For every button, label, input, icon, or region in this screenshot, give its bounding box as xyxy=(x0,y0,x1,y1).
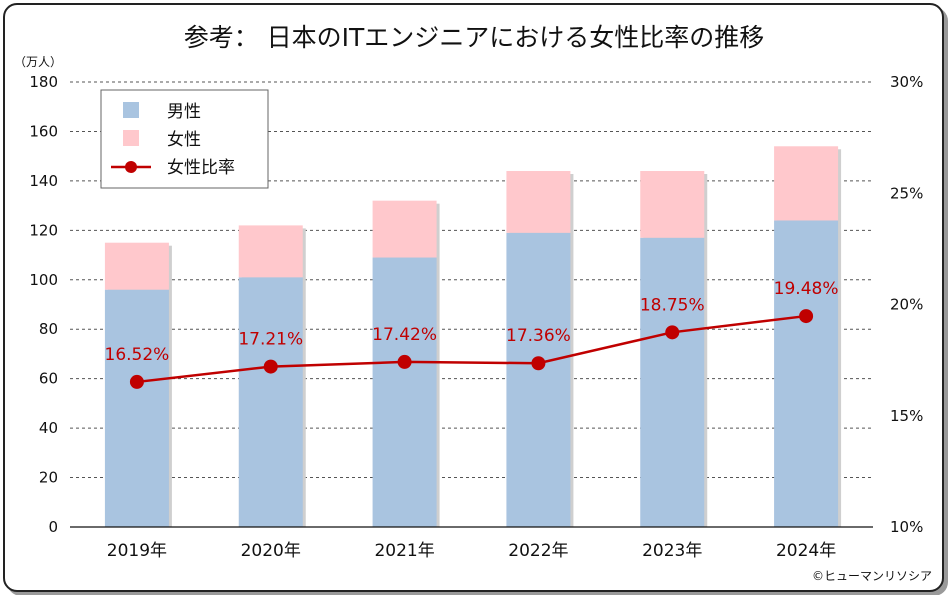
y-tick-label: 60 xyxy=(39,370,58,388)
bar-female xyxy=(104,242,169,290)
x-tick-label: 2024年 xyxy=(776,541,836,561)
copyright: ©ヒューマンリソシア xyxy=(812,569,932,583)
x-tick-label: 2020年 xyxy=(241,541,301,561)
y-tick-label: 80 xyxy=(39,320,58,338)
bar-male xyxy=(372,257,437,527)
y-tick-label: 180 xyxy=(29,73,58,91)
legend-female-label: 女性 xyxy=(167,130,201,150)
y-tick-label: 140 xyxy=(29,172,58,190)
ratio-point xyxy=(129,374,144,389)
legend-ratio-marker xyxy=(125,161,137,173)
ratio-data-label: 17.42% xyxy=(372,325,437,345)
y2-tick-label: 10% xyxy=(890,518,923,536)
bar-female xyxy=(774,146,839,221)
bar-female xyxy=(506,171,571,233)
y-tick-label: 120 xyxy=(29,221,58,239)
y-axis-unit: （万人） xyxy=(14,55,62,69)
bar-male xyxy=(104,289,169,527)
legend-female-swatch xyxy=(123,130,139,146)
legend-male-swatch xyxy=(123,102,139,118)
ratio-line: 16.52% 17.21% 17.42% 17.36% 18.75% 19.48% xyxy=(105,279,839,389)
x-tick-label: 2019年 xyxy=(107,541,167,561)
y2-tick-label: 25% xyxy=(890,184,923,202)
ratio-polyline xyxy=(136,314,807,384)
chart-title: 参考： 日本のITエンジニアにおける女性比率の推移 xyxy=(184,23,765,52)
legend-ratio-label: 女性比率 xyxy=(167,158,235,178)
bar-male xyxy=(506,232,571,528)
x-tick-label: 2022年 xyxy=(508,541,568,561)
ratio-point xyxy=(531,356,546,371)
legend-male-label: 男性 xyxy=(167,102,201,122)
bars xyxy=(104,146,842,528)
axes: 0 20 40 60 80 100 120 140 160 180 10% 15% 20% 25% 30% 2… xyxy=(29,73,923,561)
x-tick-label: 2023年 xyxy=(642,541,702,561)
ratio-point xyxy=(397,354,412,369)
y-tick-label: 100 xyxy=(29,271,58,289)
bar-male xyxy=(640,237,705,527)
bar-female xyxy=(238,225,303,278)
bar-female xyxy=(640,171,705,238)
ratio-data-label: 17.36% xyxy=(506,326,571,346)
legend: 男性 女性 女性比率 xyxy=(100,89,269,189)
ratio-data-label: 19.48% xyxy=(774,279,839,299)
y2-tick-label: 30% xyxy=(890,73,923,91)
x-tick-label: 2021年 xyxy=(374,541,434,561)
ratio-point xyxy=(799,309,814,324)
y-tick-label: 40 xyxy=(39,419,58,437)
bar-male xyxy=(774,220,839,527)
y2-tick-label: 15% xyxy=(890,407,923,425)
y-tick-label: 160 xyxy=(29,122,58,140)
ratio-point xyxy=(263,359,278,374)
ratio-point xyxy=(665,325,680,340)
ratio-data-label: 16.52% xyxy=(105,345,170,365)
bar-female xyxy=(372,200,437,258)
bar-male xyxy=(238,277,303,527)
y2-tick-label: 20% xyxy=(890,296,923,314)
y-tick-label: 0 xyxy=(48,518,58,536)
y-tick-label: 20 xyxy=(39,469,58,487)
ratio-data-label: 17.21% xyxy=(238,330,303,350)
ratio-data-label: 18.75% xyxy=(640,295,705,315)
